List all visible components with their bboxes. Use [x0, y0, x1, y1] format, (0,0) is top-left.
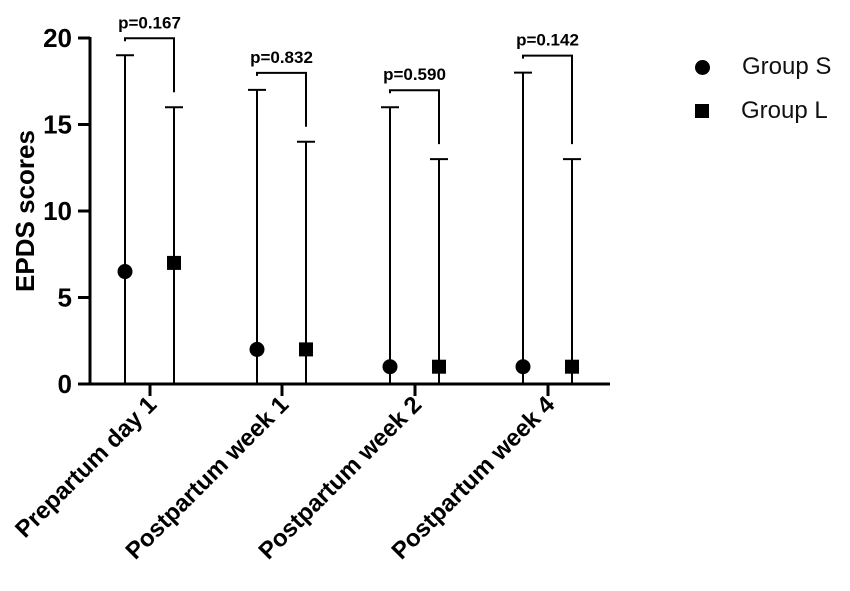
x-tick-label: Prepartum day 1 [10, 391, 162, 543]
significance-bracket [256, 71, 307, 127]
significance-bracket [124, 37, 175, 93]
series-layer [116, 54, 581, 384]
legend-item-group-l: Group L [695, 89, 831, 133]
square-marker-icon [299, 342, 313, 357]
legend-item-group-s: Group S [695, 45, 831, 89]
significance-bracket [389, 89, 440, 145]
y-tick-label: 10 [43, 196, 72, 226]
p-value-label: p=0.590 [383, 65, 446, 84]
circle-marker-icon [249, 341, 265, 357]
square-marker-icon [167, 255, 181, 270]
y-axis: 0 5 10 15 20 [43, 23, 92, 399]
p-value-label: p=0.832 [250, 48, 313, 67]
square-marker-icon [695, 104, 709, 118]
square-marker-icon [432, 359, 446, 374]
legend-label: Group L [741, 97, 828, 124]
significance-bracket [522, 54, 573, 145]
y-tick-label: 20 [43, 23, 72, 53]
y-axis-label: EPDS scores [10, 130, 40, 292]
square-marker-icon [565, 359, 579, 374]
p-value-label: p=0.167 [118, 13, 181, 32]
circle-marker-icon [382, 359, 398, 375]
y-tick-label: 5 [58, 283, 72, 313]
legend: Group S Group L [695, 45, 831, 133]
p-value-label: p=0.142 [516, 31, 579, 50]
circle-marker-icon [695, 59, 710, 75]
legend-label: Group S [742, 53, 832, 80]
circle-marker-icon [515, 359, 531, 375]
y-tick-label: 15 [43, 110, 72, 140]
circle-marker-icon [117, 264, 133, 280]
y-tick-label: 0 [58, 369, 72, 399]
p-value-annotations: p=0.167 p=0.832 p=0.590 p=0.142 [118, 13, 579, 145]
